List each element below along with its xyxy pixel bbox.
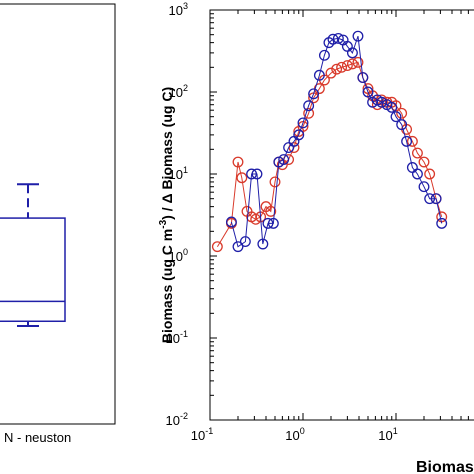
series-1-point [424, 168, 436, 180]
series-2-point [262, 217, 274, 229]
series-1-point [303, 107, 315, 119]
series-2-point [257, 238, 269, 250]
y-tick-label-base: 10 [169, 3, 183, 18]
series-2-point [297, 117, 309, 129]
x-tick-label-base: 10 [191, 428, 205, 443]
y-tick-label-exponent: 0 [183, 247, 188, 257]
series-1-point [396, 107, 408, 119]
series-2-point [436, 217, 448, 229]
scatter-x-label: Biomas [416, 459, 474, 474]
box-plot-frame [0, 3, 116, 425]
series-2-point [225, 216, 237, 228]
series-2-point [396, 119, 408, 131]
series-2-point [346, 47, 358, 59]
series-1-point [236, 172, 248, 184]
series-2-point [362, 86, 374, 98]
series-1-point [346, 58, 358, 70]
series-2-point [424, 193, 436, 205]
series-2-point [239, 236, 251, 248]
y-tick-label: 102 [169, 83, 188, 100]
series-1-point [352, 56, 364, 68]
series-2-point [418, 181, 430, 193]
y-tick-label: 10-2 [166, 411, 188, 428]
box-plot [0, 183, 66, 328]
x-tick-label-exponent: 0 [300, 426, 305, 436]
series-2-point [313, 69, 325, 81]
series-1-point [211, 241, 223, 253]
series-1-point [418, 156, 430, 168]
y-tick-label-exponent: -2 [180, 411, 188, 421]
series-2-point [430, 193, 442, 205]
series-2-point [303, 100, 315, 112]
series-2-point [283, 142, 295, 154]
series-1-point [325, 67, 337, 79]
y-label-part-2: ) / Δ Biomass (ug C) [159, 87, 175, 220]
series-2-point [332, 32, 344, 44]
y-tick-label-base: 10 [166, 331, 180, 346]
y-tick-label-exponent: 2 [183, 83, 188, 93]
x-tick-label-base: 10 [378, 428, 392, 443]
y-tick-label: 103 [169, 1, 188, 18]
y-label-part-1: Biomass (ug C m [159, 229, 175, 343]
series-2-point [278, 154, 290, 166]
series-1-point [336, 61, 348, 73]
x-tick-label-exponent: 1 [393, 426, 398, 436]
series-2-point [251, 168, 263, 180]
x-tick-label: 10-1 [191, 426, 213, 443]
series-2-point [376, 96, 388, 108]
series-2-point [352, 30, 364, 42]
y-tick-label-base: 10 [166, 413, 180, 428]
series-1-point [232, 156, 244, 168]
series-2 [225, 30, 448, 253]
scatter-plot-frame [209, 9, 474, 421]
x-tick-label-base: 10 [285, 428, 299, 443]
series-2-point [232, 241, 244, 253]
y-tick-label-exponent: -1 [180, 329, 188, 339]
y-tick-label: 100 [169, 247, 188, 264]
series-2-point [308, 88, 320, 100]
x-tick-label-exponent: -1 [205, 426, 213, 436]
series-1-point [331, 63, 343, 75]
y-label-superscript: -3 [158, 219, 169, 228]
y-tick-label: 101 [169, 165, 188, 182]
series-1-point [269, 176, 281, 188]
y-tick-label-base: 10 [169, 167, 183, 182]
y-tick-label-exponent: 1 [183, 165, 188, 175]
y-tick-label-exponent: 3 [183, 1, 188, 11]
series-1-point [341, 60, 353, 72]
series-2-point [411, 168, 423, 180]
series-2-point [386, 101, 398, 113]
x-tick-label: 100 [285, 426, 304, 443]
x-tick-label: 101 [378, 426, 397, 443]
box-plot-x-label: N - neuston [4, 430, 71, 445]
series-2-point [401, 135, 413, 147]
series-1-point [406, 135, 418, 147]
series-group [211, 30, 448, 253]
series-2-point [246, 168, 258, 180]
series-1-point [265, 205, 277, 217]
y-tick-label-base: 10 [169, 249, 183, 264]
series-2-point [318, 49, 330, 61]
y-tick-label: 10-1 [166, 329, 188, 346]
box-plot-panel: N - neuston [0, 3, 116, 445]
box-iqr [0, 217, 66, 323]
series-1-point [411, 147, 423, 159]
series-2-point [357, 72, 369, 84]
series-2-point [293, 129, 305, 141]
series-2-point [267, 217, 279, 229]
series-2-point [390, 111, 402, 123]
scatter-y-label: Biomass (ug C m-3) / Δ Biomass (ug C) [158, 87, 175, 343]
y-tick-label-base: 10 [169, 85, 183, 100]
